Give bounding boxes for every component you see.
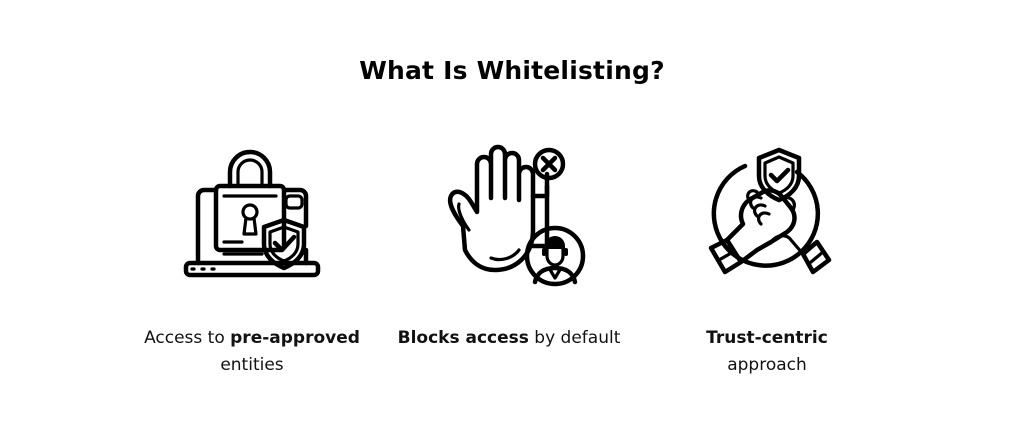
- caption-bold-text: Blocks access: [397, 328, 529, 348]
- handshake-shield-trust-icon: [687, 138, 847, 298]
- hand-stop-blocked-person-icon: [429, 138, 589, 298]
- caption-bold-text: Trust-centric: [706, 328, 828, 348]
- caption-bold-text: pre-approved: [230, 328, 360, 348]
- caption-pre-approved: Access to pre-approved entities: [127, 325, 377, 379]
- page-title: What Is Whitelisting?: [359, 56, 665, 85]
- caption-text: Access to: [144, 328, 231, 348]
- caption-text: by default: [528, 328, 621, 348]
- feature-pre-approved-access: Access to pre-approved entities: [127, 0, 377, 439]
- caption-trust-centric: Trust-centric approach: [642, 325, 892, 379]
- caption-text-line2: entities: [220, 355, 284, 375]
- feature-trust-centric: Trust-centric approach: [642, 0, 892, 439]
- caption-text-line2: approach: [727, 355, 807, 375]
- laptop-padlock-shield-icon: [172, 138, 332, 298]
- feature-blocks-access: Blocks access by default: [384, 0, 634, 439]
- caption-blocks-access: Blocks access by default: [384, 325, 634, 352]
